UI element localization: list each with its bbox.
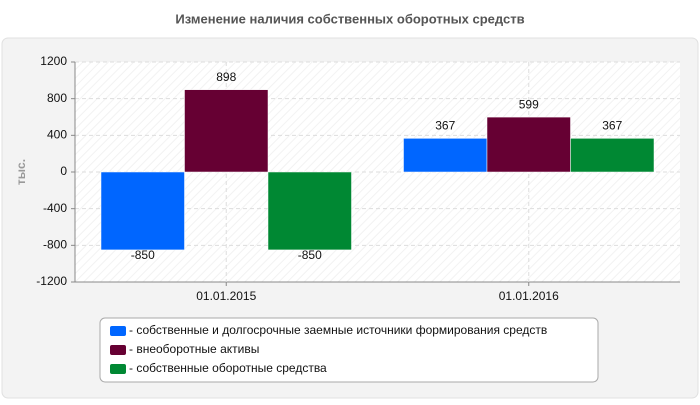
x-tick-label: 01.01.2016 [499,289,559,303]
value-label: -850 [131,248,155,262]
y-tick-label: 1200 [40,54,67,68]
y-axis-label: тыс. [14,159,28,185]
legend [99,317,599,383]
y-tick-label: -400 [43,201,67,215]
bar [570,138,655,173]
bar [403,138,488,173]
y-tick-label: 0 [60,164,67,178]
legend-label: - собственные и долгосрочные заемные ист… [129,323,547,337]
value-label: -850 [298,248,322,262]
legend-swatch [110,364,126,374]
legend-swatch [110,345,126,355]
bar [100,171,185,251]
y-tick-label: 800 [47,91,67,105]
bar [184,89,269,173]
y-tick-label: 400 [47,128,67,142]
value-label: 367 [435,119,455,133]
y-tick-label: -800 [43,238,67,252]
legend-label: - собственные оборотные средства [129,361,327,375]
legend-label: - внеоборотные активы [129,342,259,356]
y-tick-label: -1200 [36,274,67,288]
x-tick-label: 01.01.2015 [196,289,256,303]
value-label: 599 [519,97,539,111]
bar [267,171,352,251]
value-label: 898 [216,70,236,84]
legend-swatch [110,326,126,336]
value-label: 367 [602,119,622,133]
bar [486,116,571,173]
chart-title: Изменение наличия собственных оборотных … [175,11,524,26]
